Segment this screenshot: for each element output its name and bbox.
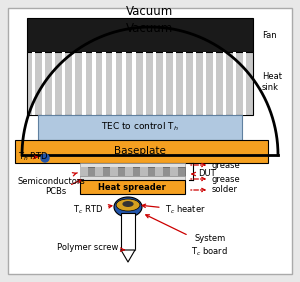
Ellipse shape (116, 199, 140, 211)
Bar (193, 52, 196, 115)
Text: solder: solder (191, 186, 238, 195)
Bar (15, 140, 268, 163)
Text: System
T$_c$ board: System T$_c$ board (146, 215, 229, 258)
Bar (52, 52, 56, 115)
Bar (163, 52, 166, 115)
Ellipse shape (122, 201, 134, 207)
Bar (133, 52, 136, 115)
Text: Polymer screw: Polymer screw (57, 243, 124, 252)
Bar (112, 52, 116, 115)
Bar (80, 176, 185, 180)
Bar (82, 52, 85, 115)
Bar (153, 52, 156, 115)
Circle shape (41, 154, 49, 162)
Bar (170, 167, 178, 176)
Bar (223, 52, 226, 115)
Text: DUT: DUT (192, 169, 216, 179)
Bar (110, 167, 118, 176)
Bar (122, 52, 126, 115)
Text: PCBs: PCBs (45, 180, 81, 197)
Bar (27, 52, 253, 115)
Bar (32, 52, 35, 115)
Text: Heat
sink: Heat sink (262, 72, 282, 92)
Text: TEC to control T$_h$: TEC to control T$_h$ (101, 121, 179, 133)
Ellipse shape (114, 197, 142, 217)
Bar (121, 213, 135, 250)
Text: Baseplate: Baseplate (114, 146, 166, 156)
Bar (243, 52, 246, 115)
Bar (72, 52, 76, 115)
Bar (155, 167, 163, 176)
Bar (80, 163, 185, 167)
Text: Semiconductors: Semiconductors (18, 173, 86, 186)
Text: T$_c$ RTD: T$_c$ RTD (73, 204, 112, 216)
Bar (80, 180, 185, 194)
Bar (233, 52, 236, 115)
Polygon shape (121, 250, 135, 262)
Bar (92, 52, 96, 115)
Bar (42, 52, 45, 115)
Bar (38, 115, 242, 140)
Bar (183, 52, 186, 115)
Bar (95, 167, 103, 176)
Text: Vacuum: Vacuum (126, 5, 174, 18)
Text: grease: grease (191, 175, 241, 184)
Bar (102, 52, 106, 115)
Bar (80, 167, 185, 176)
Text: Fan: Fan (262, 30, 277, 39)
Polygon shape (22, 27, 278, 155)
Bar (172, 52, 176, 115)
Text: T$_c$ heater: T$_c$ heater (142, 204, 206, 216)
Text: T$_h$ RTD: T$_h$ RTD (18, 151, 49, 163)
Text: grease: grease (191, 160, 241, 169)
Bar (213, 52, 216, 115)
Bar (142, 52, 146, 115)
Bar (80, 167, 88, 176)
Bar (140, 167, 148, 176)
Bar (27, 18, 253, 52)
Text: Heat spreader: Heat spreader (98, 182, 166, 191)
Bar (62, 52, 65, 115)
Text: Vacuum: Vacuum (126, 22, 174, 35)
Bar (125, 167, 133, 176)
Bar (203, 52, 206, 115)
